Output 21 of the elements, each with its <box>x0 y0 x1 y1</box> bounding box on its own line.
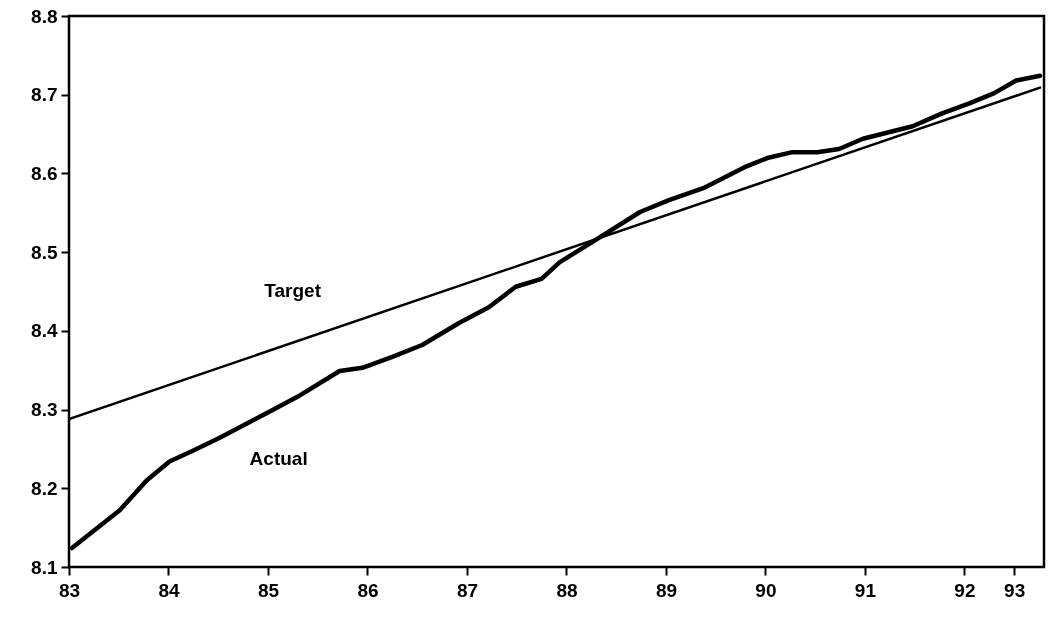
y-tick-label: 8.6 <box>31 162 58 184</box>
y-tick-label: 8.4 <box>31 320 58 342</box>
series-label: Target <box>264 280 322 302</box>
x-tick-label: 91 <box>854 579 877 601</box>
x-tick-label: 89 <box>655 579 678 601</box>
x-tick-label: 85 <box>257 579 280 601</box>
x-tick-label: 86 <box>357 579 379 601</box>
x-tick-label: 93 <box>1004 579 1026 601</box>
series-label: Actual <box>249 447 308 469</box>
x-tick-label: 83 <box>58 579 81 601</box>
x-tick-label: 90 <box>755 579 777 601</box>
x-tick-label: 84 <box>158 579 180 601</box>
x-tick-label: 87 <box>456 579 479 601</box>
x-tick-label: 88 <box>556 579 578 601</box>
y-tick-label: 8.2 <box>31 477 58 499</box>
y-tick-label: 8.3 <box>31 399 58 421</box>
y-tick-label: 8.7 <box>31 84 58 106</box>
y-tick-label: 8.8 <box>31 5 58 27</box>
x-tick-label: 92 <box>954 579 976 601</box>
y-tick-label: 8.5 <box>31 241 58 263</box>
y-tick-label: 8.1 <box>31 556 58 578</box>
